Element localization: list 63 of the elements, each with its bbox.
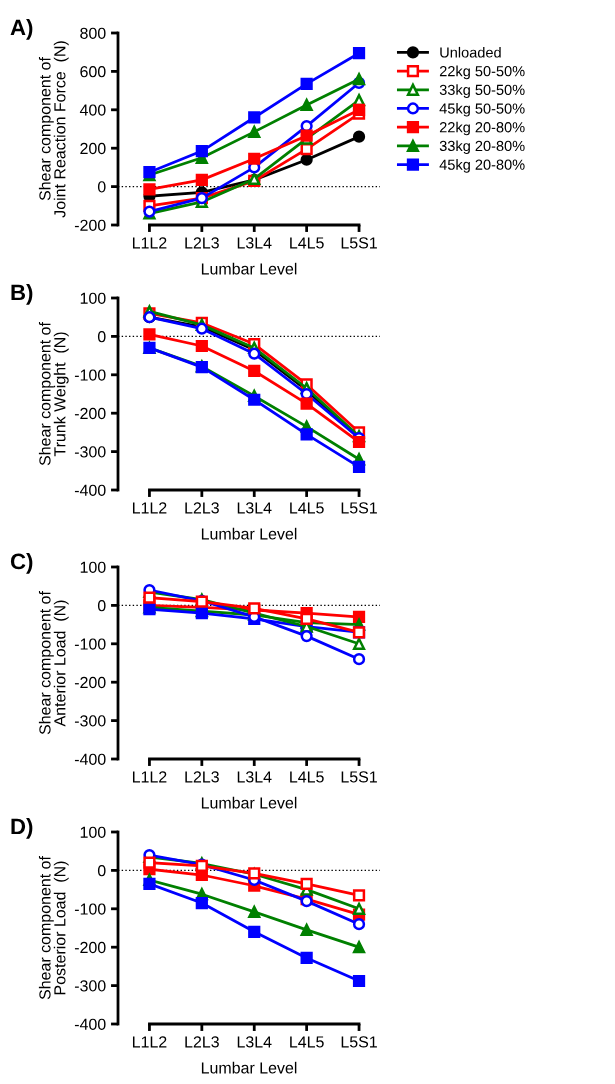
x-tick-label: L2L3: [185, 237, 219, 249]
x-tick-label: L4L5: [290, 771, 324, 783]
y-tick-label: -300: [74, 446, 106, 458]
y-tick-label: 200: [80, 142, 106, 155]
x-tick-label: L5S1: [341, 771, 377, 783]
legend-label: 22kg 50-50%: [439, 65, 525, 80]
x-tick-label: L2L3: [185, 1036, 219, 1048]
x-axis-title: Lumbar Level: [201, 796, 297, 809]
y-tick-label: -300: [74, 715, 106, 727]
chart-title: B): [11, 284, 33, 305]
y-tick-label: -400: [74, 484, 106, 496]
x-tick-label: L2L3: [185, 502, 219, 514]
legend-label: 45kg 50-50%: [439, 103, 525, 117]
x-tick-label: L4L5: [290, 1036, 324, 1048]
y-tick-label: 0: [97, 331, 106, 343]
chart-title: D): [11, 818, 33, 839]
y-tick-label: 400: [79, 104, 106, 116]
x-tick-label: L1L2: [132, 771, 167, 783]
x-tick-label: L1L2: [132, 237, 167, 249]
x-tick-label: L2L3: [185, 771, 219, 783]
y-tick-label: 0: [97, 600, 106, 612]
y-tick-label: 600: [80, 66, 106, 78]
y-tick-label: 100: [80, 826, 106, 838]
y-axis-title: Shear component of Posterior Load (N): [38, 856, 69, 1000]
chart-title: A): [10, 19, 33, 40]
x-tick-label: L5S1: [341, 237, 377, 249]
x-tick-label: L3L4: [237, 237, 272, 249]
y-tick-label: -200: [74, 407, 106, 420]
y-tick-label: -100: [74, 638, 106, 650]
y-tick-label: -200: [74, 219, 106, 231]
x-tick-label: L4L5: [290, 502, 324, 514]
y-tick-label: -400: [74, 1018, 106, 1030]
x-tick-label: L1L2: [132, 502, 167, 514]
y-axis-title: Shear component of Joint Reaction Force (N): [38, 41, 69, 218]
legend-label: 33kg 50-50%: [439, 84, 525, 98]
legend-label: 22kg 20-80%: [439, 121, 525, 136]
y-tick-label: -100: [74, 369, 106, 381]
y-tick-label: 0: [97, 181, 106, 193]
y-tick-label: -200: [74, 676, 106, 689]
x-tick-label: L5S1: [341, 502, 377, 514]
y-tick-label: 800: [80, 27, 106, 39]
legend-label: Unloaded: [440, 46, 501, 58]
x-tick-label: L5S1: [341, 1036, 377, 1048]
x-tick-label: L3L4: [237, 771, 272, 783]
y-tick-label: -100: [74, 903, 106, 915]
legend-label: 45kg 20-80%: [439, 159, 525, 173]
y-tick-label: 100: [80, 561, 106, 573]
x-tick-label: L1L2: [132, 1036, 167, 1048]
x-tick-label: L4L5: [290, 237, 324, 249]
x-axis-title: Lumbar Level: [201, 527, 297, 540]
legend-label: 33kg 20-80%: [439, 140, 525, 154]
y-tick-label: 0: [97, 865, 106, 877]
y-axis-title: Shear component of Anterior Load (N): [38, 591, 69, 735]
x-axis-title: Lumbar Level: [201, 262, 297, 275]
y-tick-label: -300: [74, 980, 106, 992]
x-axis-title: Lumbar Level: [201, 1061, 297, 1074]
y-tick-label: -400: [74, 753, 106, 765]
x-tick-label: L3L4: [237, 502, 272, 514]
y-tick-label: 100: [80, 292, 106, 304]
x-tick-label: L3L4: [237, 1036, 272, 1048]
chart-title: C): [10, 553, 33, 574]
y-axis-title: Shear component of Trunk Weight (N): [38, 322, 69, 466]
y-tick-label: -200: [74, 941, 106, 954]
